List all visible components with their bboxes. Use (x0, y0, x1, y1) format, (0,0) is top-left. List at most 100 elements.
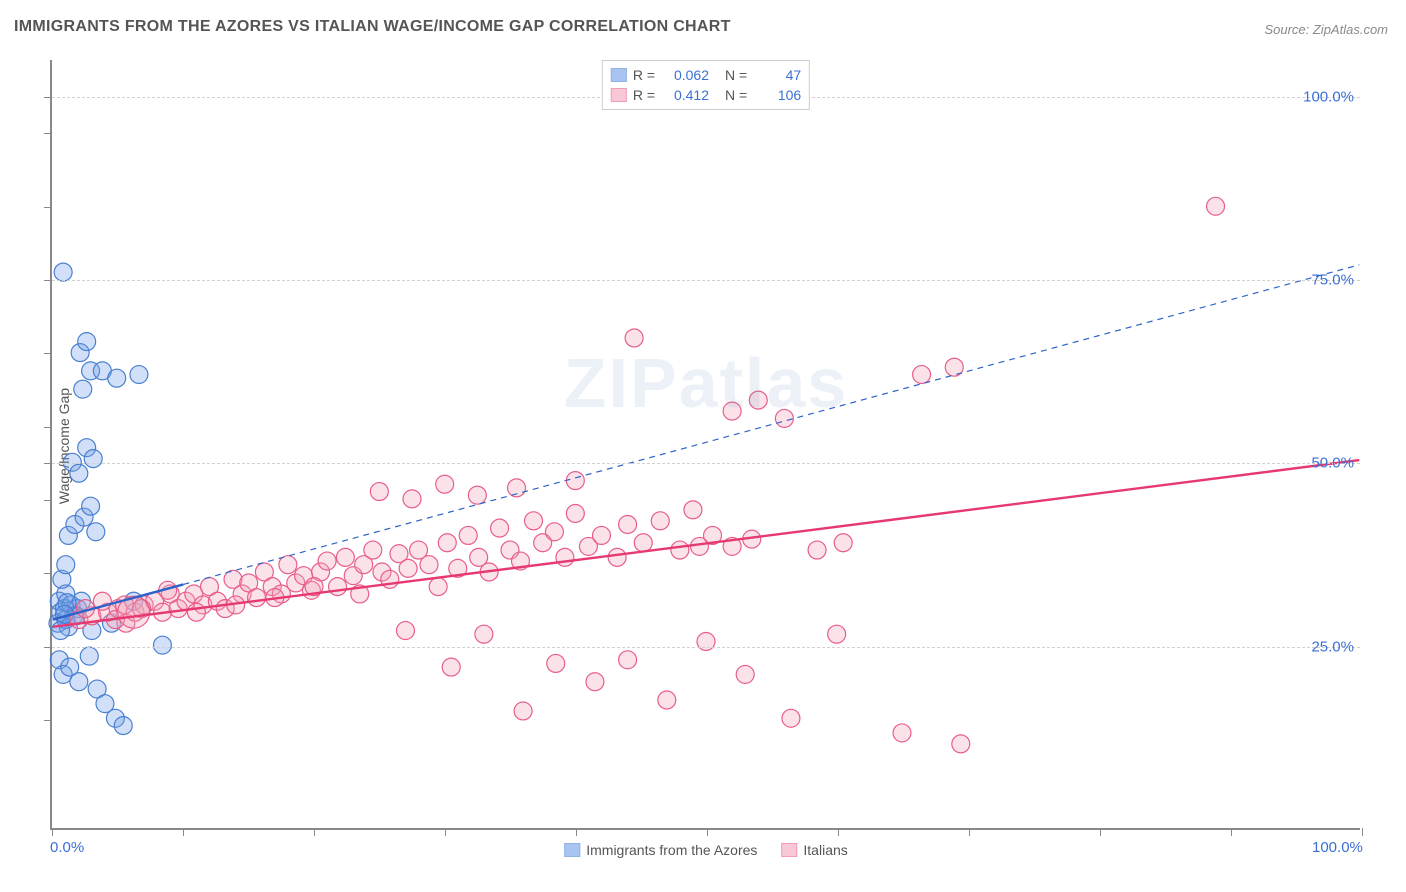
y-tick (44, 500, 52, 501)
x-tick (1231, 828, 1232, 836)
scatter-point-azores (78, 333, 96, 351)
chart-container: IMMIGRANTS FROM THE AZORES VS ITALIAN WA… (0, 0, 1406, 892)
scatter-point-azores (87, 523, 105, 541)
scatter-point-italians (318, 552, 336, 570)
chart-title: IMMIGRANTS FROM THE AZORES VS ITALIAN WA… (14, 18, 731, 36)
scatter-point-italians (651, 512, 669, 530)
scatter-point-italians (586, 673, 604, 691)
y-tick-label: 25.0% (1311, 638, 1354, 655)
y-tick (44, 647, 52, 648)
scatter-point-italians (1207, 197, 1225, 215)
scatter-point-azores (114, 717, 132, 735)
scatter-point-italians (468, 486, 486, 504)
x-tick (969, 828, 970, 836)
scatter-point-italians (397, 622, 415, 640)
y-tick-label: 50.0% (1311, 455, 1354, 472)
legend-row-azores: R = 0.062 N = 47 (611, 65, 801, 85)
scatter-point-azores (54, 263, 72, 281)
scatter-point-italians (775, 409, 793, 427)
scatter-point-azores (84, 450, 102, 468)
n-label: N = (725, 85, 747, 105)
scatter-point-italians (429, 578, 447, 596)
scatter-point-italians (592, 526, 610, 544)
scatter-point-italians (491, 519, 509, 537)
scatter-point-azores (153, 636, 171, 654)
scatter-point-azores (82, 497, 100, 515)
scatter-point-azores (108, 369, 126, 387)
legend-item-italians: Italians (781, 842, 847, 858)
scatter-point-italians (634, 534, 652, 552)
scatter-point-italians (671, 541, 689, 559)
scatter-point-italians (566, 472, 584, 490)
scatter-point-italians (690, 537, 708, 555)
scatter-point-italians (436, 475, 454, 493)
scatter-point-italians (749, 391, 767, 409)
scatter-point-italians (370, 483, 388, 501)
scatter-point-italians (547, 654, 565, 672)
legend-swatch-azores (611, 68, 627, 82)
scatter-point-italians (608, 548, 626, 566)
y-tick (44, 207, 52, 208)
legend-label-italians: Italians (803, 842, 847, 858)
scatter-point-italians (475, 625, 493, 643)
x-tick (576, 828, 577, 836)
y-tick (44, 463, 52, 464)
x-tick (1362, 828, 1363, 836)
y-tick-label: 100.0% (1303, 88, 1354, 105)
scatter-point-azores (130, 366, 148, 384)
x-tick-label: 100.0% (1312, 839, 1363, 856)
trend-line-dashed-azores (183, 265, 1359, 585)
legend-swatch-italians (611, 88, 627, 102)
scatter-point-italians (438, 534, 456, 552)
y-tick (44, 97, 52, 98)
x-tick (314, 828, 315, 836)
scatter-point-italians (834, 534, 852, 552)
scatter-point-italians (893, 724, 911, 742)
source-attribution: Source: ZipAtlas.com (1264, 22, 1388, 37)
legend-swatch-italians (781, 843, 797, 857)
scatter-point-italians (913, 366, 931, 384)
scatter-point-italians (545, 523, 563, 541)
scatter-point-azores (70, 673, 88, 691)
scatter-point-italians (187, 603, 205, 621)
gridline (52, 647, 1360, 648)
scatter-point-italians (420, 556, 438, 574)
n-value-italians: 106 (753, 85, 801, 105)
y-tick (44, 133, 52, 134)
y-tick (44, 353, 52, 354)
r-label: R = (633, 85, 655, 105)
scatter-point-italians (684, 501, 702, 519)
correlation-legend: R = 0.062 N = 47 R = 0.412 N = 106 (602, 60, 810, 110)
scatter-point-azores (70, 464, 88, 482)
x-tick (1100, 828, 1101, 836)
r-value-azores: 0.062 (661, 65, 709, 85)
scatter-point-italians (248, 589, 266, 607)
gridline (52, 280, 1360, 281)
x-tick (445, 828, 446, 836)
scatter-point-italians (336, 548, 354, 566)
y-tick (44, 427, 52, 428)
scatter-point-italians (625, 329, 643, 347)
scatter-point-italians (329, 578, 347, 596)
scatter-point-italians (828, 625, 846, 643)
scatter-point-italians (403, 490, 421, 508)
x-tick-label: 0.0% (50, 839, 84, 856)
legend-label-azores: Immigrants from the Azores (586, 842, 757, 858)
scatter-point-italians (736, 665, 754, 683)
scatter-point-italians (952, 735, 970, 753)
r-value-italians: 0.412 (661, 85, 709, 105)
scatter-point-italians (364, 541, 382, 559)
y-tick (44, 280, 52, 281)
r-label: R = (633, 65, 655, 85)
scatter-point-italians (442, 658, 460, 676)
scatter-point-azores (57, 556, 75, 574)
scatter-point-italians (723, 402, 741, 420)
y-tick (44, 573, 52, 574)
n-value-azores: 47 (753, 65, 801, 85)
plot-area: ZIPatlas R = 0.062 N = 47 R = 0.412 N = … (50, 60, 1360, 830)
x-tick (838, 828, 839, 836)
trend-line-italians (53, 460, 1360, 627)
scatter-point-italians (658, 691, 676, 709)
scatter-point-italians (556, 548, 574, 566)
legend-row-italians: R = 0.412 N = 106 (611, 85, 801, 105)
